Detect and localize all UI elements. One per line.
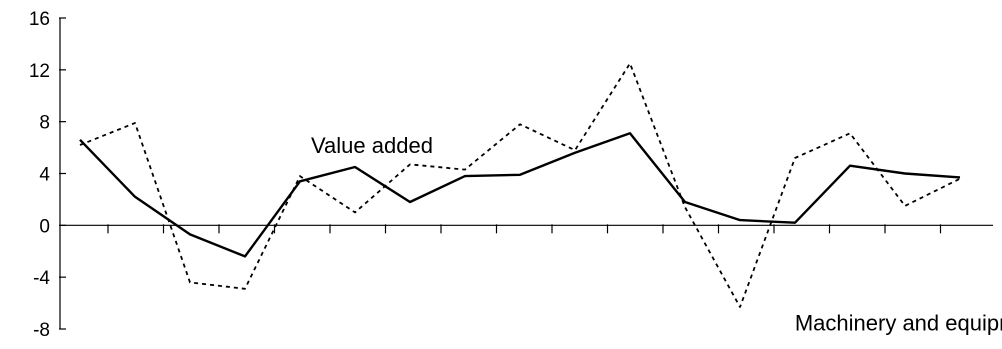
- y-tick-label: 4: [39, 165, 50, 186]
- y-tick-label: -8: [33, 320, 50, 341]
- x-axis: [60, 224, 993, 234]
- y-tick-label: 8: [39, 113, 50, 134]
- annotation-value-added: Value added: [311, 133, 433, 158]
- annotation-machinery-and-equipment: Machinery and equipment: [795, 310, 1002, 335]
- annotation-layer: Value added Machinery and equipment: [311, 133, 1002, 336]
- y-tick-label: 12: [29, 61, 50, 82]
- y-tick-label: -4: [33, 268, 50, 289]
- y-axis: -8 -4 0 4 8 12 16: [29, 9, 66, 341]
- series-line-value-added: [79, 132, 961, 258]
- series-line-machinery-and-equipment: [79, 62, 961, 308]
- series-layer: [79, 62, 961, 308]
- y-tick-label: 0: [39, 216, 50, 237]
- y-tick-label: 16: [29, 9, 50, 30]
